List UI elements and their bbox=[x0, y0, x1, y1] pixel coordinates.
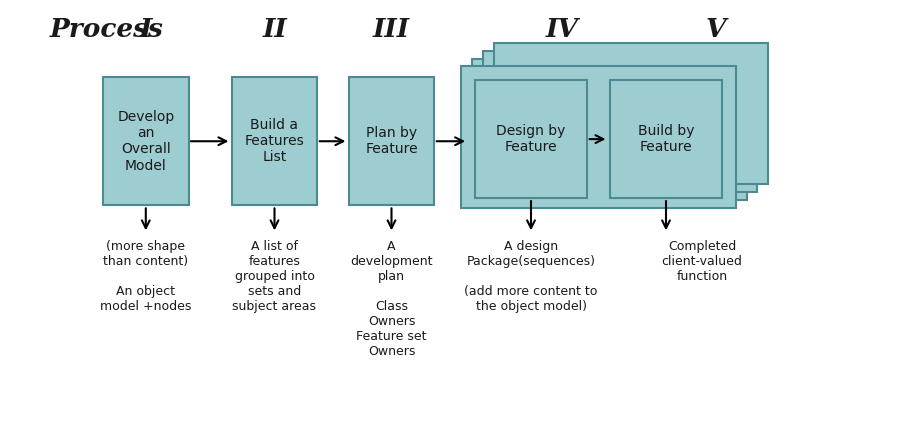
Bar bbox=[483, 51, 758, 192]
Text: A list of
features
grouped into
sets and
subject areas: A list of features grouped into sets and… bbox=[232, 240, 317, 313]
Bar bbox=[472, 59, 747, 200]
Bar bbox=[103, 77, 189, 205]
Text: Completed
client-valued
function: Completed client-valued function bbox=[662, 240, 742, 282]
Text: V: V bbox=[706, 18, 725, 42]
Text: A design
Package(sequences)

(add more content to
the object model): A design Package(sequences) (add more co… bbox=[464, 240, 598, 313]
Bar bbox=[475, 80, 587, 198]
Text: Process: Process bbox=[50, 18, 164, 42]
Text: III: III bbox=[373, 18, 410, 42]
Text: I: I bbox=[140, 18, 152, 42]
Text: Build by
Feature: Build by Feature bbox=[638, 124, 694, 154]
Text: Build a
Features
List: Build a Features List bbox=[245, 118, 304, 164]
Text: Develop
an
Overall
Model: Develop an Overall Model bbox=[117, 110, 175, 172]
Bar bbox=[462, 66, 736, 208]
Text: IV: IV bbox=[546, 18, 579, 42]
Text: (more shape
than content)

An object
model +nodes: (more shape than content) An object mode… bbox=[100, 240, 192, 313]
Bar bbox=[610, 80, 722, 198]
Bar bbox=[494, 43, 769, 184]
Text: Design by
Feature: Design by Feature bbox=[496, 124, 566, 154]
Bar bbox=[349, 77, 434, 205]
Bar bbox=[232, 77, 317, 205]
Text: II: II bbox=[262, 18, 287, 42]
Text: A
development
plan

Class
Owners
Feature set
Owners: A development plan Class Owners Feature … bbox=[350, 240, 433, 358]
Text: Plan by
Feature: Plan by Feature bbox=[365, 126, 418, 156]
